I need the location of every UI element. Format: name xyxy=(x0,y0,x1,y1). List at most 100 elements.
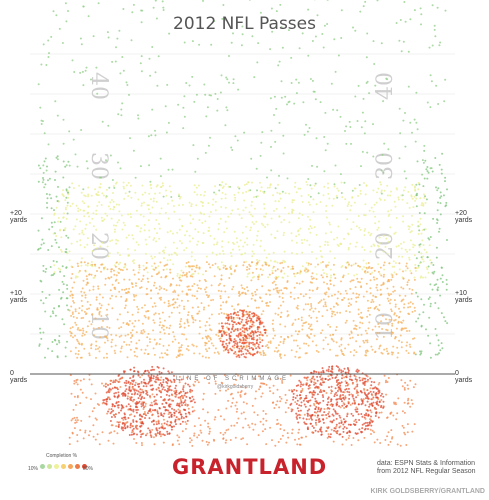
pass-dot xyxy=(264,354,267,356)
pass-dot xyxy=(135,409,138,411)
pass-dot xyxy=(398,294,401,297)
pass-dot xyxy=(81,391,84,394)
pass-dot xyxy=(154,399,157,402)
pass-dot xyxy=(155,420,158,423)
pass-dot xyxy=(198,320,201,322)
pass-dot xyxy=(124,427,127,430)
pass-dot xyxy=(161,425,164,427)
pass-dot xyxy=(414,140,417,143)
pass-dot xyxy=(160,185,163,188)
pass-dot xyxy=(150,374,153,377)
pass-dot xyxy=(219,308,222,311)
pass-dot xyxy=(107,389,110,392)
pass-dot xyxy=(156,410,159,413)
pass-dot xyxy=(158,343,161,346)
pass-dot xyxy=(369,377,372,380)
pass-dot xyxy=(384,381,387,384)
pass-dot xyxy=(316,165,319,168)
pass-dot xyxy=(402,277,405,280)
pass-dot xyxy=(423,149,426,152)
pass-dot xyxy=(183,322,186,325)
pass-dot xyxy=(117,395,120,398)
pass-dot xyxy=(366,80,369,83)
pass-dot xyxy=(134,176,137,179)
pass-dot xyxy=(297,187,300,190)
pass-dot xyxy=(427,171,430,174)
pass-dot xyxy=(291,239,293,242)
pass-dot xyxy=(304,405,307,408)
pass-dot xyxy=(387,278,390,281)
pass-dot xyxy=(108,408,111,411)
pass-dot xyxy=(243,183,246,186)
pass-dot xyxy=(417,317,420,320)
pass-dot xyxy=(172,232,174,235)
pass-dot xyxy=(167,370,170,373)
pass-dot xyxy=(315,344,318,347)
pass-dot xyxy=(96,308,99,311)
pass-dot xyxy=(322,269,325,271)
pass-dot xyxy=(388,318,391,321)
pass-dot xyxy=(357,264,360,267)
pass-dot xyxy=(85,160,88,163)
pass-dot xyxy=(162,418,165,421)
pass-dot xyxy=(322,194,325,197)
pass-dot xyxy=(385,318,387,321)
pass-dot xyxy=(79,71,82,74)
pass-dot xyxy=(74,419,77,422)
pass-dot xyxy=(84,429,87,432)
pass-dot xyxy=(67,193,70,196)
pass-dot xyxy=(307,201,310,204)
pass-dot xyxy=(187,288,190,291)
pass-dot xyxy=(258,347,261,350)
pass-dot xyxy=(99,245,102,248)
pass-dot xyxy=(189,288,192,291)
pass-dot xyxy=(199,26,202,28)
pass-dot xyxy=(129,426,132,429)
pass-dot xyxy=(115,242,118,245)
pass-dot xyxy=(356,410,359,413)
pass-dot xyxy=(306,426,309,429)
pass-dot xyxy=(283,354,286,357)
pass-dot xyxy=(355,389,358,392)
pass-dot xyxy=(244,252,247,255)
pass-dot xyxy=(203,213,206,216)
pass-dot xyxy=(276,289,279,292)
pass-dot xyxy=(383,189,386,192)
pass-dot xyxy=(130,216,132,219)
pass-dot xyxy=(91,313,94,316)
pass-dot xyxy=(314,265,317,268)
pass-dot xyxy=(76,419,79,422)
pass-dot xyxy=(165,268,168,271)
pass-dot xyxy=(327,379,330,381)
pass-dot xyxy=(354,187,357,190)
pass-dot xyxy=(436,218,438,221)
pass-dot xyxy=(219,389,222,392)
pass-dot xyxy=(80,191,83,194)
pass-dot xyxy=(223,418,226,421)
pass-dot xyxy=(373,407,376,410)
pass-dot xyxy=(385,77,388,80)
pass-dot xyxy=(169,284,172,287)
pass-dot xyxy=(314,391,317,394)
pass-dot xyxy=(353,201,356,204)
pass-dot xyxy=(130,431,133,434)
pass-dot xyxy=(134,354,136,357)
pass-dot xyxy=(186,318,189,321)
pass-dot xyxy=(399,310,402,313)
pass-dot xyxy=(336,187,339,190)
pass-dot xyxy=(102,194,105,197)
pass-dot xyxy=(290,408,293,411)
pass-dot xyxy=(406,281,409,284)
pass-dot xyxy=(330,392,333,395)
pass-dot xyxy=(300,319,303,322)
pass-dot xyxy=(189,222,192,225)
pass-dot xyxy=(300,195,303,197)
pass-dot xyxy=(162,386,165,389)
pass-dot xyxy=(336,398,339,401)
pass-dot xyxy=(88,352,91,355)
pass-dot xyxy=(42,331,45,334)
pass-dot xyxy=(193,184,196,187)
pass-dot xyxy=(345,427,348,430)
pass-dot xyxy=(85,275,88,278)
pass-dot xyxy=(154,402,157,405)
